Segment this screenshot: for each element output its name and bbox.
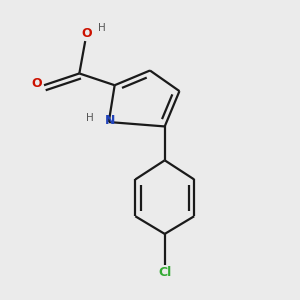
Text: O: O <box>31 77 42 90</box>
Text: O: O <box>81 27 92 40</box>
Text: H: H <box>98 23 105 33</box>
Text: H: H <box>86 112 94 123</box>
Text: N: N <box>105 114 116 127</box>
Text: Cl: Cl <box>158 266 171 279</box>
